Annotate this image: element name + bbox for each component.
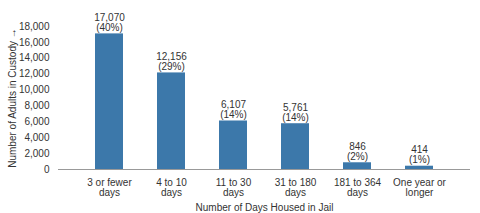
- svg-text:11 to 30days: 11 to 30days: [216, 177, 252, 198]
- svg-text:3 or fewerdays: 3 or fewerdays: [87, 177, 132, 198]
- svg-text:12,156(29%): 12,156(29%): [156, 51, 187, 72]
- svg-text:4,000: 4,000: [24, 132, 49, 143]
- svg-text:10,000: 10,000: [19, 84, 50, 95]
- svg-text:0: 0: [44, 164, 50, 175]
- svg-text:16,000: 16,000: [19, 37, 50, 48]
- svg-text:17,070(40%): 17,070(40%): [94, 12, 125, 33]
- svg-text:846(2%): 846(2%): [347, 141, 368, 162]
- svg-text:31 to 180days: 31 to 180days: [275, 177, 317, 198]
- svg-text:Number of Days Housed in Jail: Number of Days Housed in Jail: [196, 202, 334, 213]
- svg-text:8,000: 8,000: [24, 100, 49, 111]
- svg-text:14,000: 14,000: [19, 52, 50, 63]
- svg-text:414(1%): 414(1%): [409, 144, 430, 165]
- svg-text:One year orlonger: One year orlonger: [393, 177, 446, 198]
- svg-text:4 to 10days: 4 to 10days: [156, 177, 187, 198]
- svg-text:5,761(14%): 5,761(14%): [282, 102, 309, 123]
- svg-text:2,000: 2,000: [24, 148, 49, 159]
- svg-text:12,000: 12,000: [19, 68, 50, 79]
- svg-text:181 to 364days: 181 to 364days: [334, 177, 382, 198]
- svg-text:18,000: 18,000: [19, 21, 50, 32]
- svg-text:6,000: 6,000: [24, 116, 49, 127]
- svg-text:Number of Adults in Custody →: Number of Adults in Custody →: [7, 28, 18, 168]
- svg-text:6,107(14%): 6,107(14%): [220, 99, 247, 120]
